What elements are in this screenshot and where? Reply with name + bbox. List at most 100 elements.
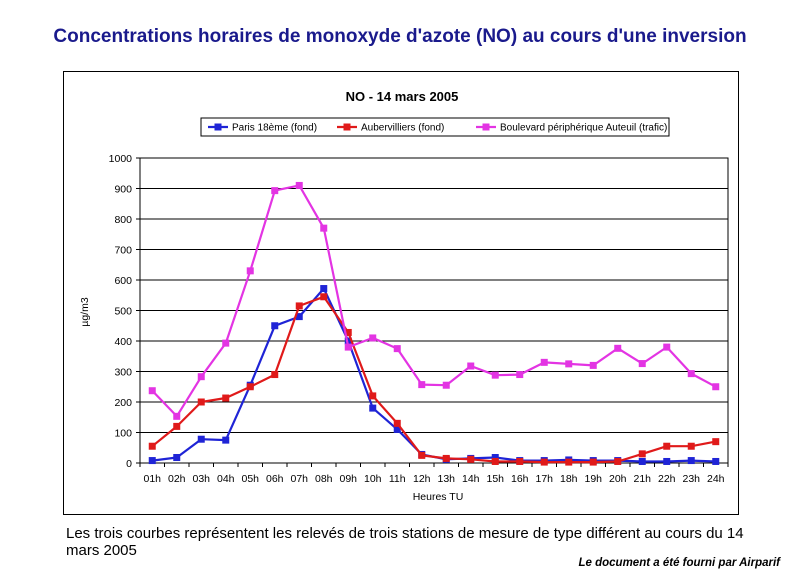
legend-label: Aubervilliers (fond) [361, 123, 444, 134]
x-tick-label: 22h [658, 473, 676, 485]
data-point [369, 392, 377, 400]
gridlines [136, 157, 728, 464]
x-tick-label: 01h [143, 473, 161, 485]
data-point [638, 457, 646, 465]
data-point [393, 419, 401, 427]
legend-swatch-marker [214, 123, 222, 131]
caption: Les trois courbes représentent les relev… [66, 525, 744, 559]
data-point [148, 387, 156, 395]
data-point [320, 224, 328, 232]
series-2 [148, 293, 720, 466]
data-point [491, 371, 499, 379]
data-point [589, 361, 597, 369]
chart-frame: 0 100 200 300 400 500 600 700 800 900 1000 01h 02h 0… [63, 71, 739, 515]
data-point [663, 343, 671, 351]
data-point [516, 371, 524, 379]
data-point [246, 383, 254, 391]
data-point [295, 181, 303, 189]
data-point [687, 370, 695, 378]
x-tick-label: 12h [413, 473, 431, 485]
data-point [222, 394, 230, 402]
series-3 [148, 181, 720, 420]
y-tick-label: 300 [114, 367, 132, 379]
data-point [222, 339, 230, 347]
data-point [565, 360, 573, 368]
x-tick-label: 20h [609, 473, 627, 485]
x-tick-label: 15h [486, 473, 504, 485]
y-tick-label: 400 [114, 336, 132, 348]
data-point [491, 457, 499, 465]
x-tick-label: 23h [682, 473, 700, 485]
x-tick-label: 07h [290, 473, 308, 485]
data-point [369, 404, 377, 412]
y-tick-label: 700 [114, 245, 132, 257]
data-point [712, 457, 720, 465]
y-tick-label: 800 [114, 214, 132, 226]
x-tick-label: 24h [707, 473, 725, 485]
y-tick-label: 900 [114, 184, 132, 196]
y-tick-label: 0 [126, 458, 132, 470]
data-point [344, 343, 352, 351]
legend-label: Boulevard périphérique Auteuil (trafic) [500, 123, 667, 134]
data-point [687, 457, 695, 465]
x-tick-label: 02h [168, 473, 186, 485]
x-tick-label: 08h [315, 473, 333, 485]
x-tick-label: 11h [389, 473, 406, 485]
credit: Le document a été fourni par Airparif [578, 557, 781, 569]
data-point [344, 337, 352, 345]
data-point [197, 373, 205, 381]
x-tick-label: 09h [339, 473, 357, 485]
data-point [173, 412, 181, 420]
x-tick-label: 05h [241, 473, 259, 485]
data-point [638, 360, 646, 368]
data-point [369, 334, 377, 342]
x-tick-label: 19h [584, 473, 602, 485]
data-point [246, 267, 254, 275]
data-point [148, 457, 156, 465]
legend: Paris 18ème (fond) Aubervilliers (fond) Bo… [200, 117, 670, 137]
series-lines [148, 181, 720, 466]
x-tick-labels: 01h 02h 03h 04h 05h 06h 07h 08h 09h 10h 11h 12h 13h 1… [139, 463, 729, 485]
data-point [295, 302, 303, 310]
x-tick-label: 16h [511, 473, 529, 485]
x-tick-label: 06h [266, 473, 284, 485]
data-point [271, 187, 279, 195]
x-tick-label: 21h [633, 473, 651, 485]
data-point [418, 451, 426, 459]
x-tick-label: 18h [560, 473, 578, 485]
data-point [222, 436, 230, 444]
data-point [467, 362, 475, 370]
data-point [638, 450, 646, 458]
data-point [197, 435, 205, 443]
x-tick-label: 14h [462, 473, 480, 485]
data-point [271, 322, 279, 330]
legend-box [200, 117, 670, 137]
data-point [320, 285, 328, 293]
page-title: Concentrations horaires de monoxyde d'az… [53, 26, 747, 47]
series-1 [148, 285, 720, 465]
x-tick-label: 10h [364, 473, 382, 485]
data-point [614, 344, 622, 352]
y-tick-label: 1000 [109, 153, 133, 165]
data-point [565, 458, 573, 466]
data-point [173, 454, 181, 462]
data-point [393, 425, 401, 433]
series-line [152, 287, 716, 463]
data-point [271, 371, 279, 379]
data-point [540, 458, 548, 466]
chart-title: NO - 14 mars 2005 [346, 89, 459, 104]
legend-swatch-marker [482, 123, 490, 131]
data-point [467, 455, 475, 463]
legend-label: Paris 18ème (fond) [232, 123, 317, 134]
data-point [442, 454, 450, 462]
data-point [516, 457, 524, 465]
data-point [614, 457, 622, 465]
data-point [173, 422, 181, 430]
data-point [663, 442, 671, 450]
data-point [295, 313, 303, 321]
data-point [589, 458, 597, 466]
data-point [442, 381, 450, 389]
x-tick-label: 17h [535, 473, 553, 485]
data-point [393, 345, 401, 353]
